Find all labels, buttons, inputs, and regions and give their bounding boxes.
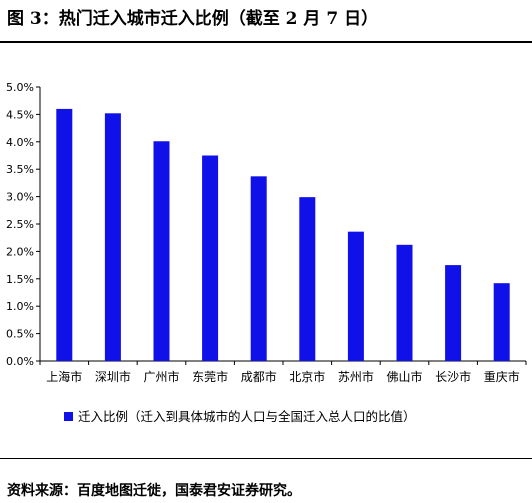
x-tick-label: 佛山市	[386, 369, 422, 384]
y-tick-label: 3.0%	[6, 191, 34, 204]
x-tick-label: 东莞市	[192, 369, 228, 384]
bar	[56, 108, 73, 361]
y-tick-label: 0.5%	[6, 328, 34, 341]
x-tick-label: 苏州市	[338, 369, 374, 384]
figure-title: 图 3：热门迁入城市迁入比例（截至 2 月 7 日）	[7, 9, 379, 29]
bar	[202, 155, 219, 361]
y-tick-label: 2.0%	[6, 245, 34, 258]
legend-swatch	[64, 412, 73, 421]
legend-label: 迁入比例（迁入到具体城市的人口与全国迁入总人口的比值）	[78, 409, 416, 424]
x-axis: 上海市 深圳市 广州市 东莞市 成都市 北京市 苏州市 佛山市 长沙市 重庆市	[39, 360, 527, 384]
bar	[250, 176, 267, 361]
bottom-rule	[0, 458, 532, 459]
bar	[445, 265, 462, 361]
bar	[153, 141, 170, 361]
y-tick-label: 4.5%	[6, 108, 34, 121]
bar	[493, 283, 510, 361]
x-tick-label: 长沙市	[435, 369, 471, 384]
y-tick-label: 4.0%	[6, 136, 34, 149]
legend: 迁入比例（迁入到具体城市的人口与全国迁入总人口的比值）	[64, 409, 416, 424]
y-tick-label: 1.0%	[6, 300, 34, 313]
x-tick-label: 上海市	[46, 369, 82, 384]
x-tick-label: 北京市	[289, 369, 325, 384]
y-tick-label: 3.5%	[6, 163, 34, 176]
bar	[299, 197, 316, 361]
y-tick-label: 0.0%	[6, 355, 34, 368]
x-tick-label: 广州市	[143, 369, 179, 384]
y-axis: 0.0% 0.5% 1.0% 1.5% 2.0% 2.5% 3.0% 3.5% 4.0% 4.5%…	[6, 81, 41, 368]
y-tick-label: 2.5%	[6, 218, 34, 231]
top-rule	[0, 41, 532, 43]
bar-chart: 0.0% 0.5% 1.0% 1.5% 2.0% 2.5% 3.0% 3.5% 4.0% 4.5%…	[6, 81, 527, 424]
bar-series	[56, 108, 510, 361]
x-tick-label: 深圳市	[95, 369, 131, 384]
y-tick-label: 5.0%	[6, 81, 34, 94]
source-note: 资料来源：百度地图迁徙，国泰君安证券研究。	[7, 483, 301, 499]
bar	[396, 244, 413, 361]
x-tick-label: 重庆市	[484, 369, 520, 384]
x-tick-label: 成都市	[241, 369, 277, 384]
y-tick-label: 1.5%	[6, 273, 34, 286]
bar	[104, 113, 121, 361]
bar	[347, 231, 364, 361]
